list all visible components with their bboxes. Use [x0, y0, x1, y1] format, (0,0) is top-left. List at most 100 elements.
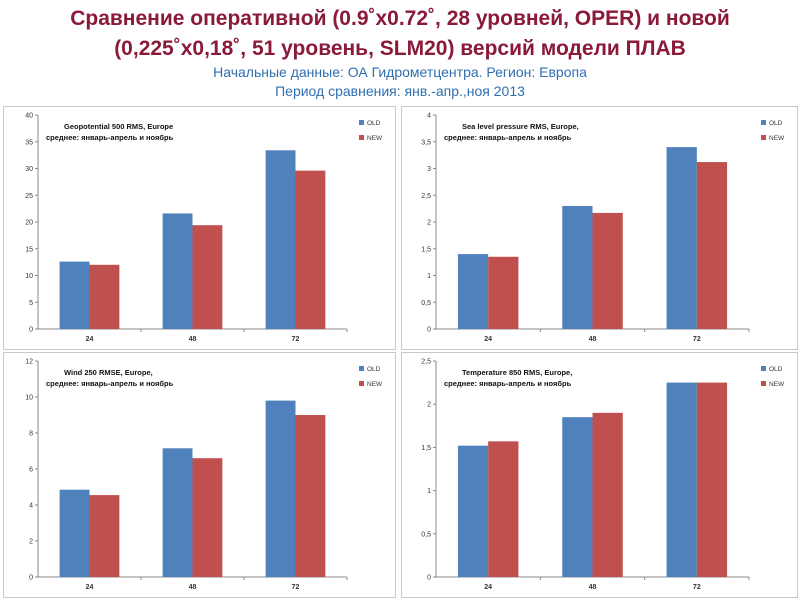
y-tick-label: 30 — [25, 166, 33, 173]
bar-new-72 — [295, 415, 326, 577]
x-tick-label: 48 — [589, 584, 597, 591]
chart-subtitle: среднее: январь-апрель и ноябрь — [444, 133, 572, 142]
y-tick-label: 20 — [25, 220, 33, 227]
chart-title: Temperature 850 RMS, Europe, — [462, 368, 572, 377]
bar-old-48 — [562, 205, 593, 329]
y-tick-label: 2 — [29, 539, 33, 546]
y-tick-label: 10 — [25, 395, 33, 402]
legend-label-old: OLD — [367, 120, 381, 127]
bar-old-48 — [162, 213, 193, 329]
legend-label-new: NEW — [769, 135, 785, 142]
title-line-1: Сравнение оперативной (0.9˚x0.72˚, 28 ур… — [70, 7, 730, 30]
y-tick-label: 1,5 — [421, 445, 431, 452]
bar-old-72 — [666, 147, 697, 329]
y-tick-label: 8 — [29, 431, 33, 438]
chart-svg: 0 0,5 1 1,5 2 2,5 3 3,5 4 24 48 72 Sea level pressur… — [421, 113, 785, 344]
x-tick-label: 24 — [86, 336, 94, 343]
x-tick-label: 72 — [693, 584, 701, 591]
bar-new-48 — [192, 458, 223, 577]
legend-label-new: NEW — [367, 135, 383, 142]
y-tick-label: 3 — [427, 166, 431, 173]
chart-svg: 0 5 10 15 20 25 30 35 40 24 48 72 Geopotential 500 R… — [25, 113, 383, 344]
y-tick-label: 4 — [427, 113, 431, 120]
bar-new-24 — [89, 495, 120, 577]
legend-label-old: OLD — [769, 366, 783, 373]
bar-old-72 — [265, 400, 296, 577]
legend-swatch-old — [359, 366, 364, 371]
legend-swatch-new — [359, 381, 364, 386]
y-tick-label: 25 — [25, 193, 33, 200]
bar-old-24 — [457, 445, 489, 577]
chart-panel-geopotential: 0 5 10 15 20 25 30 35 40 24 48 72 Geopotential 500 R… — [3, 106, 396, 350]
page-title: Сравнение оперативной (0.9˚x0.72˚, 28 ур… — [0, 4, 800, 64]
y-tick-label: 12 — [25, 359, 33, 366]
chart-subtitle: среднее: январь-апрель и ноябрь — [46, 133, 174, 142]
x-tick-label: 48 — [189, 584, 197, 591]
x-tick-label: 48 — [589, 336, 597, 343]
bar-old-24 — [59, 261, 90, 329]
y-tick-label: 1 — [427, 488, 431, 495]
chart-panel-temperature: 0 0,5 1 1,5 2 2,5 24 48 72 Temperature 850 RMS, E… — [401, 352, 798, 598]
y-tick-label: 4 — [29, 503, 33, 510]
title-line-2: (0,225˚x0,18˚, 51 уровень, SLM20) версий… — [114, 37, 686, 60]
bar-new-24 — [488, 441, 519, 577]
y-tick-label: 2,5 — [421, 193, 431, 200]
x-tick-label: 24 — [484, 584, 492, 591]
x-tick-label: 24 — [86, 584, 94, 591]
y-tick-label: 0 — [29, 327, 33, 334]
bar-old-24 — [457, 254, 489, 329]
bar-old-24 — [59, 489, 90, 577]
bar-new-72 — [295, 170, 326, 329]
x-tick-label: 24 — [484, 336, 492, 343]
legend-label-old: OLD — [367, 366, 381, 373]
legend-label-new: NEW — [769, 381, 785, 388]
chart-title: Sea level pressure RMS, Europe, — [462, 122, 579, 131]
legend-label-old: OLD — [769, 120, 783, 127]
y-tick-label: 0,5 — [421, 300, 431, 307]
y-tick-label: 0,5 — [421, 531, 431, 538]
chart-subtitle: среднее: январь-апрель и ноябрь — [46, 379, 174, 388]
bar-old-72 — [666, 382, 697, 577]
bar-new-48 — [192, 225, 223, 329]
page-subtitle: Начальные данные: ОА Гидрометцентра. Рег… — [0, 63, 800, 101]
y-tick-label: 5 — [29, 300, 33, 307]
bar-old-72 — [265, 150, 296, 329]
y-tick-label: 3,5 — [421, 139, 431, 146]
bar-old-48 — [162, 448, 193, 577]
y-tick-label: 0 — [29, 575, 33, 582]
y-tick-label: 40 — [25, 113, 33, 120]
subtitle-line-1: Начальные данные: ОА Гидрометцентра. Рег… — [213, 64, 587, 80]
chart-title: Geopotential 500 RMS, Europe — [64, 122, 173, 131]
x-tick-label: 48 — [189, 336, 197, 343]
bar-old-48 — [562, 417, 593, 577]
y-tick-label: 2 — [427, 220, 431, 227]
bar-new-72 — [696, 162, 728, 329]
legend-swatch-new — [761, 381, 766, 386]
y-tick-label: 0 — [427, 327, 431, 334]
y-tick-label: 35 — [25, 139, 33, 146]
chart-subtitle: среднее: январь-апрель и ноябрь — [444, 379, 572, 388]
y-tick-label: 1 — [427, 273, 431, 280]
legend-label-new: NEW — [367, 381, 383, 388]
chart-title: Wind 250 RMSE, Europe, — [64, 368, 153, 377]
subtitle-line-2: Период сравнения: янв.-апр.,ноя 2013 — [275, 83, 525, 99]
y-tick-label: 10 — [25, 273, 33, 280]
bar-new-48 — [592, 212, 623, 329]
y-tick-label: 2 — [427, 402, 431, 409]
x-tick-label: 72 — [693, 336, 701, 343]
legend-swatch-old — [359, 120, 364, 125]
y-tick-label: 1,5 — [421, 246, 431, 253]
legend-swatch-old — [761, 366, 766, 371]
legend-swatch-new — [761, 135, 766, 140]
bar-new-24 — [488, 256, 519, 329]
y-tick-label: 0 — [427, 575, 431, 582]
y-tick-label: 15 — [25, 246, 33, 253]
chart-svg: 0 0,5 1 1,5 2 2,5 24 48 72 Temperature 850 RMS, E… — [421, 359, 785, 592]
x-tick-label: 72 — [292, 584, 300, 591]
bar-new-72 — [696, 382, 728, 577]
bar-new-24 — [89, 264, 120, 329]
legend-swatch-new — [359, 135, 364, 140]
y-tick-label: 6 — [29, 467, 33, 474]
chart-panel-wind: 0 2 4 6 8 10 12 24 48 72 Wind 250 RMSE, Europe, сре… — [3, 352, 396, 598]
